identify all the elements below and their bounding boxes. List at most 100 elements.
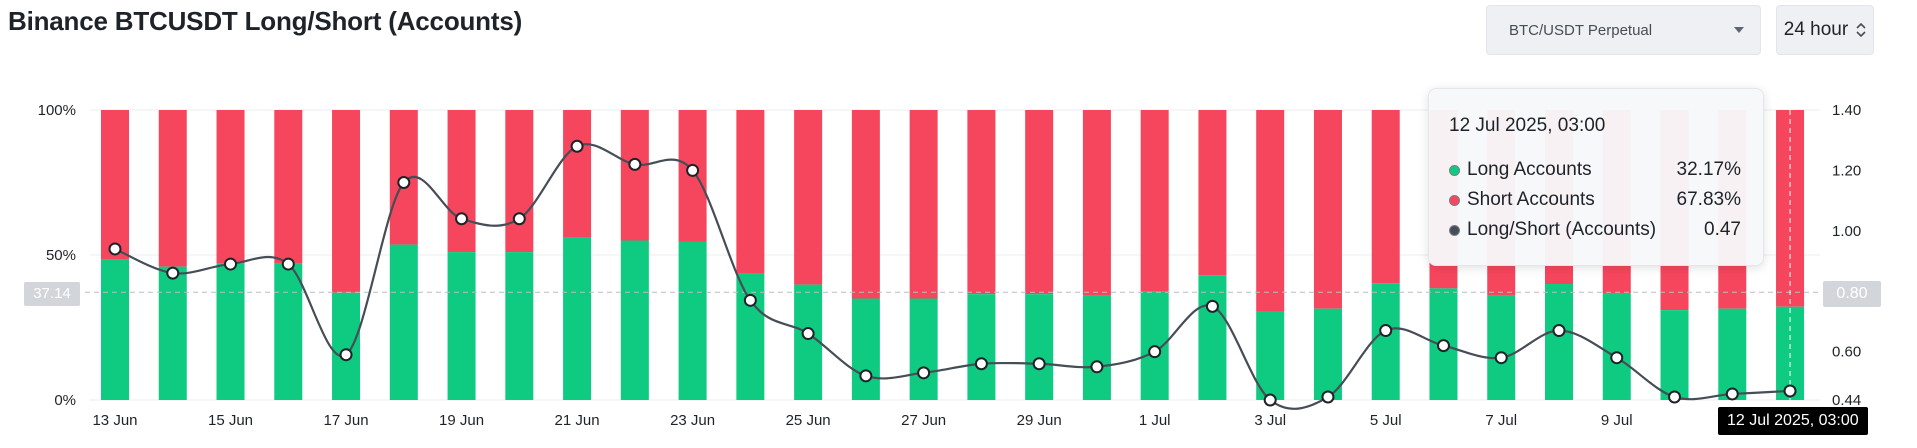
x-axis-tick: 19 Jun — [439, 412, 484, 429]
x-axis-tick: 23 Jun — [670, 412, 715, 429]
ratio-point — [628, 157, 642, 171]
bar-long — [1082, 295, 1111, 400]
ratio-point — [108, 242, 122, 256]
bar-short — [1082, 110, 1111, 296]
ratio-point — [1436, 339, 1450, 353]
bar-long — [1025, 294, 1054, 400]
bar-short — [274, 110, 303, 264]
bar-long — [1602, 293, 1631, 400]
x-axis-tick: 27 Jun — [901, 412, 946, 429]
left-axis-tick: 0% — [54, 392, 76, 409]
long-dot-icon — [1449, 164, 1460, 176]
x-axis-tick: 17 Jun — [324, 412, 369, 429]
bar-short — [851, 110, 880, 299]
bar-long — [563, 237, 592, 400]
tooltip-label: Long Accounts — [1467, 159, 1592, 180]
x-axis-tick: 29 Jun — [1017, 412, 1062, 429]
right-axis-tick: 0.44 — [1832, 392, 1861, 409]
left-axis-tick: 50% — [46, 247, 76, 264]
bar-long — [274, 263, 303, 400]
tooltip-row-ratio: Long/Short (Accounts) 0.47 — [1449, 215, 1741, 245]
bar-short — [1140, 110, 1169, 292]
ratio-point — [1610, 351, 1624, 365]
period-select[interactable]: 24 hour — [1776, 5, 1874, 55]
ratio-point — [686, 163, 700, 177]
ratio-point — [455, 212, 469, 226]
x-axis-tick: 5 Jul — [1370, 412, 1402, 429]
ratio-point — [1379, 324, 1393, 338]
bar-short — [1313, 110, 1342, 309]
ratio-dot-icon — [1449, 224, 1460, 236]
bar-long — [447, 252, 476, 400]
bar-short — [1025, 110, 1054, 295]
bar-long — [967, 294, 996, 400]
bar-long — [332, 292, 361, 400]
bar-long — [909, 298, 938, 400]
bar-short — [909, 110, 938, 299]
right-axis-tick: 1.20 — [1832, 162, 1861, 179]
x-axis-tick: 3 Jul — [1254, 412, 1286, 429]
ratio-point — [1668, 390, 1682, 404]
short-dot-icon — [1449, 194, 1460, 206]
bar-long — [505, 252, 534, 400]
tooltip-label: Short Accounts — [1467, 189, 1595, 210]
bar-short — [505, 110, 534, 253]
bar-short — [1371, 110, 1400, 284]
right-axis-tick: 1.40 — [1832, 102, 1861, 119]
ratio-point — [974, 357, 988, 371]
bar-long — [1660, 310, 1689, 400]
ratio-point — [1090, 360, 1104, 374]
ratio-point — [1494, 351, 1508, 365]
crosshair-date-label: 12 Jul 2025, 03:00 — [1718, 407, 1868, 435]
bar-long — [1198, 275, 1227, 400]
bar-long — [1256, 311, 1285, 400]
up-down-chevron-icon — [1856, 23, 1866, 37]
bar-short — [1256, 110, 1285, 312]
ratio-point — [570, 139, 584, 153]
bar-long — [1313, 308, 1342, 400]
ratio-point — [1725, 387, 1739, 401]
crosshair-left-value: 37.14 — [24, 282, 80, 306]
x-axis-tick: 7 Jul — [1485, 412, 1517, 429]
bar-long — [620, 240, 649, 400]
ratio-point — [1148, 345, 1162, 359]
left-axis-tick: 100% — [38, 102, 76, 119]
period-select-value: 24 hour — [1783, 19, 1849, 40]
bar-long — [794, 284, 823, 400]
bar-long — [389, 244, 418, 400]
x-axis-tick: 21 Jun — [555, 412, 600, 429]
bar-short — [563, 110, 592, 238]
bar-long — [1545, 284, 1573, 400]
market-select[interactable]: BTC/USDT Perpetual — [1486, 5, 1761, 55]
tooltip-row-short: Short Accounts 67.83% — [1449, 185, 1741, 215]
bar-short — [101, 110, 129, 260]
ratio-point — [1263, 393, 1277, 407]
tooltip-value: 0.47 — [1704, 219, 1741, 240]
ratio-point — [339, 348, 353, 362]
ratio-point — [512, 212, 526, 226]
bar-long — [1487, 295, 1516, 400]
right-axis-tick: 0.60 — [1832, 344, 1861, 361]
ratio-point — [859, 369, 873, 383]
ratio-point — [917, 366, 931, 380]
ratio-point — [281, 257, 295, 271]
bar-short — [332, 110, 361, 293]
bar-short — [736, 110, 765, 274]
bar-long — [678, 241, 707, 400]
x-axis-tick: 1 Jul — [1139, 412, 1171, 429]
bar-long — [1718, 308, 1747, 400]
x-axis-tick: 13 Jun — [92, 412, 137, 429]
bar-short — [216, 110, 245, 264]
bar-long — [101, 259, 129, 400]
ratio-point — [397, 176, 411, 189]
market-select-value: BTC/USDT Perpetual — [1509, 21, 1653, 39]
ratio-point — [224, 257, 238, 271]
x-axis-tick: 25 Jun — [786, 412, 831, 429]
right-axis-tick: 1.00 — [1832, 223, 1861, 240]
ratio-point — [1205, 299, 1219, 313]
bar-long — [216, 263, 245, 400]
ratio-point — [1321, 390, 1335, 404]
bar-short — [1198, 110, 1227, 276]
bar-long — [851, 298, 880, 400]
bar-short — [967, 110, 996, 295]
